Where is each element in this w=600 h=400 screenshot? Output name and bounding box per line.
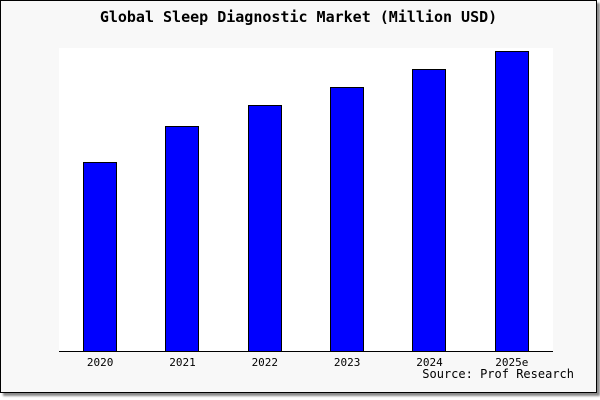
x-axis-labels: 2020 2021 2022 2023 2024 2025e bbox=[59, 356, 553, 369]
chart-title: Global Sleep Diagnostic Market (Million … bbox=[99, 8, 498, 26]
x-tick-label-2022: 2022 bbox=[251, 356, 279, 369]
bar-slot bbox=[306, 51, 388, 351]
x-tick-label-2020: 2020 bbox=[86, 356, 114, 369]
bar-2021 bbox=[165, 126, 200, 351]
source-text: Source: Prof Research bbox=[422, 367, 574, 381]
plot-area bbox=[59, 48, 553, 352]
x-tick-label-2023: 2023 bbox=[333, 356, 361, 369]
bar-2025e bbox=[494, 51, 529, 351]
x-axis-line bbox=[59, 351, 553, 352]
bar-2023 bbox=[330, 87, 365, 351]
bar-slot bbox=[388, 51, 470, 351]
chart-figure: Global Sleep Diagnostic Market (Million … bbox=[0, 0, 597, 393]
x-tick-label-2021: 2021 bbox=[169, 356, 196, 369]
bar-slot bbox=[141, 51, 223, 351]
bar-2020 bbox=[83, 162, 118, 351]
bar-slot bbox=[59, 51, 141, 351]
x-tick-label-2025e: 2025e bbox=[495, 356, 529, 369]
bar-2024 bbox=[412, 69, 447, 351]
bars-container bbox=[59, 51, 553, 351]
x-tick-label-2024: 2024 bbox=[416, 356, 443, 369]
bar-2022 bbox=[247, 105, 282, 351]
bar-slot bbox=[224, 51, 306, 351]
bar-slot bbox=[471, 51, 553, 351]
